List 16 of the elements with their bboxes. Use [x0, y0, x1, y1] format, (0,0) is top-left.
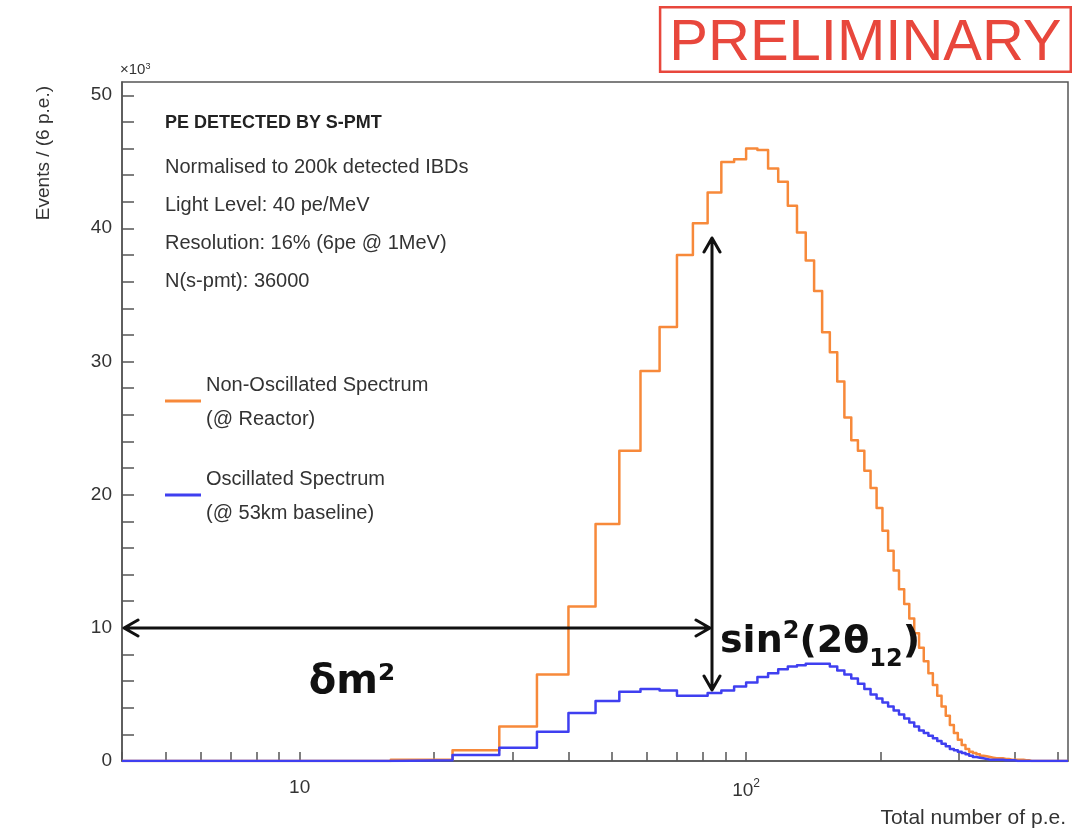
text: PRELIMINARY — [669, 7, 1062, 72]
text: PE DETECTED BY S-PMT — [165, 112, 382, 132]
y-tick-label: 0 — [101, 749, 112, 771]
x-axis-title: Total number of p.e. — [880, 805, 1066, 828]
legend-label: Oscillated Spectrum (@ 53km baseline) — [206, 467, 385, 523]
text: ×10$^{3}$ — [120, 60, 151, 77]
annotation: sin$^{2}$(2θ$_{12}$) — [720, 616, 921, 672]
y-tick-label: 10 — [90, 615, 112, 637]
y-axis-title: Events / (6 p.e.) — [31, 86, 53, 221]
y-tick-label: 20 — [90, 482, 112, 504]
legend-label: Non-Oscillated Spectrum (@ Reactor) — [206, 373, 429, 429]
y-tick-label: 40 — [90, 216, 112, 238]
text: Normalised to 200k detected IBDs Light Level: 40 pe/MeV Resolution: 16% (6pe @ 1MeV) N(s-pmt): 36000 — [165, 155, 469, 291]
annotation: δm² — [308, 656, 396, 702]
y-tick-label: 50 — [90, 83, 112, 105]
y-tick-label: 30 — [90, 349, 112, 371]
